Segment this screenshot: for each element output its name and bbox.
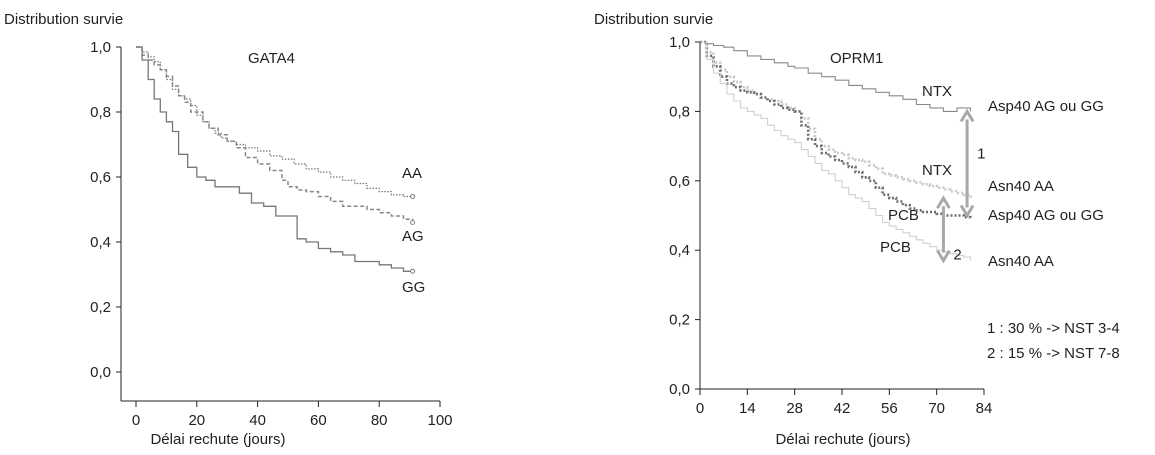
left-label-gg: GG: [402, 279, 425, 296]
right-x-tick-label: 14: [739, 400, 756, 417]
right-group-label-3: Asp40 AG ou GG: [988, 207, 1104, 224]
left-series-ag-line: [136, 46, 414, 223]
left-y-tick-label: 0,6: [90, 169, 111, 186]
left-x-tick-label: 100: [427, 412, 452, 429]
right-series-pcb-line: [700, 41, 972, 261]
right-y-tick-label: 0,2: [669, 312, 690, 329]
right-label-pcb-1: PCB: [888, 207, 919, 224]
right-x-tick-label: 70: [928, 400, 945, 417]
left-x-tick-label: 80: [371, 412, 388, 429]
left-x-tick-label: 40: [249, 412, 266, 429]
right-group-label-4: Asn40 AA: [988, 253, 1054, 270]
right-arrows: 12: [936, 108, 985, 264]
right-x-tick-label: 28: [786, 400, 803, 417]
right-title: OPRM1: [830, 50, 883, 67]
left-series-aa-end-marker: [410, 194, 416, 199]
arrow-2-head-top: [936, 195, 951, 209]
right-y-tick-label: 0,6: [669, 173, 690, 190]
left-ylabel: Distribution survie: [4, 11, 123, 28]
right-label-ntx-2: NTX: [922, 162, 952, 179]
left-x-tick-label: 60: [310, 412, 327, 429]
right-y-tick-label: 0,4: [669, 242, 690, 259]
arrow-2-head-bottom: [936, 249, 951, 264]
left-series: [136, 46, 416, 274]
right-note-2: 2 : 15 % -> NST 7-8: [987, 345, 1120, 362]
right-x-tick-label: 42: [834, 400, 851, 417]
left-series-aa-line: [136, 46, 413, 198]
left-title: GATA4: [248, 50, 295, 67]
right-series: [700, 40, 972, 261]
oprm1-chart: Distribution survie OPRM1 Délai rechute …: [594, 11, 1120, 448]
left-xlabel: Délai rechute (jours): [150, 431, 285, 448]
right-xlabel: Délai rechute (jours): [775, 431, 910, 448]
left-x-tick-label: 20: [188, 412, 205, 429]
right-series-ntx-line: [700, 41, 972, 112]
arrow-1-head-top: [959, 108, 975, 123]
left-y-tick-label: 0,8: [90, 104, 111, 121]
arrow-1-label: 1: [977, 145, 985, 162]
right-x-tick-label: 0: [696, 400, 704, 417]
left-y-tick-label: 0,0: [90, 364, 111, 381]
right-y-tick-label: 0,0: [669, 381, 690, 398]
left-series-gg-line: [136, 46, 413, 272]
right-series-pcb-line: [700, 40, 972, 219]
left-label-ag: AG: [402, 228, 424, 245]
left-y-tick-label: 0,4: [90, 234, 111, 251]
right-group-label-2: Asn40 AA: [988, 178, 1054, 195]
right-axes: 0,0 0,2 0,4 0,6 0,8 1,0 0 14 28 42 56 70 84: [669, 34, 992, 417]
right-note-1: 1 : 30 % -> NST 3-4: [987, 320, 1120, 337]
right-ylabel: Distribution survie: [594, 11, 713, 28]
arrow-2-label: 2: [953, 246, 961, 263]
right-y-tick-label: 1,0: [669, 34, 690, 51]
left-series-ag-end-marker: [410, 220, 416, 225]
arrow-1-head-bottom: [959, 204, 975, 219]
left-y-tick-label: 1,0: [90, 39, 111, 56]
right-group-label-1: Asp40 AG ou GG: [988, 98, 1104, 115]
left-x-tick-label: 0: [132, 412, 140, 429]
right-y-tick-label: 0,8: [669, 103, 690, 120]
gata4-chart: Distribution survie GATA4 Délai rechute …: [4, 11, 453, 448]
left-series-gg-end-marker: [410, 268, 416, 274]
right-label-pcb-2: PCB: [880, 239, 911, 256]
left-y-tick-label: 0,2: [90, 299, 111, 316]
right-x-tick-label: 56: [881, 400, 898, 417]
left-label-aa: AA: [402, 165, 422, 182]
right-label-ntx-1: NTX: [922, 83, 952, 100]
left-axes: 0,0 0,2 0,4 0,6 0,8 1,0 0 20 40 60 80 100: [90, 39, 452, 429]
right-series-ntx-line: [700, 40, 972, 199]
right-x-tick-label: 84: [976, 400, 993, 417]
